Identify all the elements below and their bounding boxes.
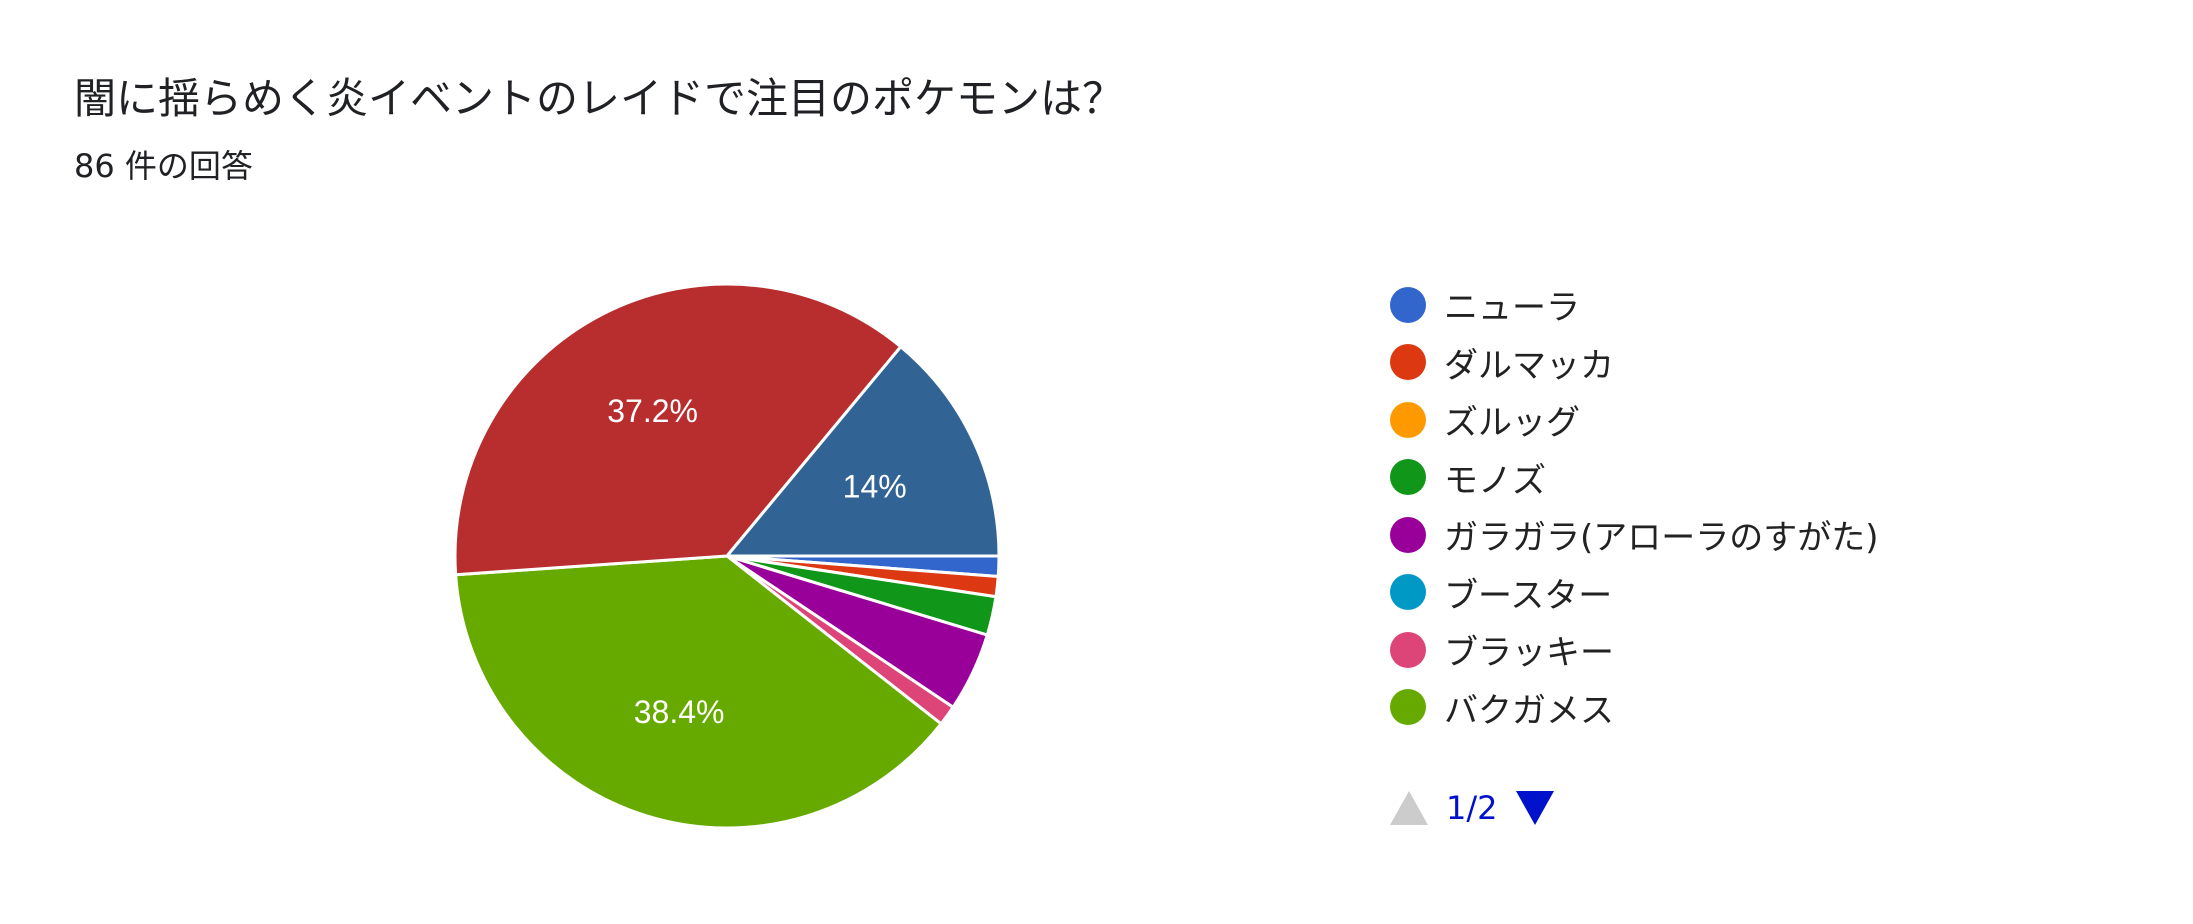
legend-item-nyula[interactable]: ニューラ [1390,276,1879,334]
legend-label: ダルマッカ [1444,345,1614,386]
pie-slice-7[interactable] [454,554,943,830]
legend: ニューラ ダルマッカ ズルッグ モノズ ガラガラ(アローラのすがた) ブースター… [1390,276,1879,736]
legend-item-darumakka[interactable]: ダルマッカ [1390,334,1879,392]
legend-item-booster[interactable]: ブースター [1390,564,1879,622]
slice-data-label-9: 14% [843,469,907,505]
legend-item-zuruggu[interactable]: ズルッグ [1390,391,1879,449]
legend-label: ニューラ [1444,288,1580,329]
legend-label: ブラッキー [1444,633,1614,674]
legend-swatch-icon [1390,689,1426,726]
legend-item-garagara-alola[interactable]: ガラガラ(アローラのすがた) [1390,506,1879,564]
legend-pager: 1/2 [1390,784,1554,832]
triangle-up-icon[interactable] [1390,791,1428,825]
pie-slice-9[interactable] [725,345,1001,558]
pie-slice-8[interactable] [453,282,903,577]
legend-label: モノズ [1444,460,1546,501]
triangle-down-icon[interactable] [1515,791,1554,825]
legend-item-bakugames[interactable]: バクガメス [1390,679,1879,737]
legend-swatch-icon [1390,286,1426,323]
legend-item-monozu[interactable]: モノズ [1390,449,1879,507]
slice-data-label-8: 37.2% [607,393,698,429]
legend-label: ブースター [1444,575,1613,616]
legend-label: ガラガラ(アローラのすがた) [1444,518,1879,559]
legend-label: ズルッグ [1444,403,1580,444]
slice-data-label-7: 38.4% [634,694,725,730]
legend-swatch-icon [1390,574,1426,611]
page-indicator: 1/2 [1446,789,1498,827]
legend-swatch-icon [1390,631,1426,668]
legend-swatch-icon [1390,344,1426,381]
response-count: 86 件の回答 [74,147,253,185]
legend-swatch-icon [1390,516,1426,553]
legend-label: バクガメス [1444,690,1614,731]
legend-swatch-icon [1390,459,1426,496]
legend-swatch-icon [1390,401,1426,438]
chart-title: 闇に揺らめく炎イベントのレイドで注目のポケモンは？ [74,74,1125,123]
legend-item-blacky[interactable]: ブラッキー [1390,621,1879,679]
